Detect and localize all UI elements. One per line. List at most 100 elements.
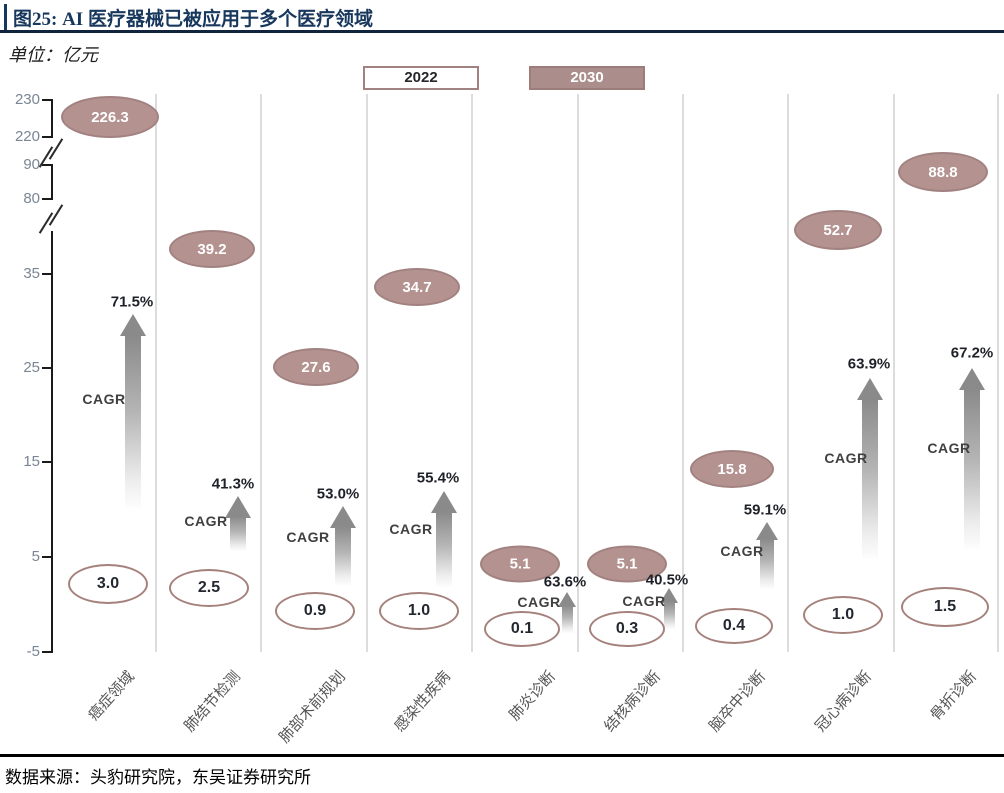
gridline <box>893 94 895 652</box>
cagr-label: CAGR <box>286 529 330 545</box>
cagr-label: CAGR <box>184 513 228 529</box>
legend-item-2022: 2022 <box>363 66 479 90</box>
value-2022-bubble: 2.5 <box>169 569 249 607</box>
category-label: 结核病诊断 <box>601 668 664 736</box>
cagr-arrow-shaft <box>335 526 351 585</box>
category-label: 肺结节检测 <box>181 668 244 736</box>
gridline <box>155 94 157 652</box>
cagr-arrow-icon <box>756 522 778 540</box>
value-2030: 39.2 <box>197 240 227 258</box>
cagr-arrow-shaft <box>562 605 573 633</box>
category-label: 肺部术前规划 <box>275 668 349 747</box>
cagr-arrow-shaft <box>760 538 774 589</box>
y-axis-label: 230 <box>14 91 40 108</box>
value-2022-bubble: 3.0 <box>68 564 148 604</box>
y-axis-tick <box>42 99 52 101</box>
value-2022-bubble: 1.0 <box>803 596 883 634</box>
y-axis-label: 25 <box>23 359 40 376</box>
value-2022: 2.5 <box>197 579 221 596</box>
value-2030-bubble: 15.8 <box>690 450 774 488</box>
value-2030: 52.7 <box>823 221 853 239</box>
value-2030: 5.1 <box>616 555 638 573</box>
value-2030: 34.7 <box>402 278 432 296</box>
y-axis-tick <box>42 136 52 138</box>
value-2030: 27.6 <box>301 358 331 376</box>
cagr-arrow-icon <box>225 496 251 518</box>
cagr-arrow-icon <box>558 592 576 607</box>
value-2030-bubble: 27.6 <box>273 348 359 386</box>
y-axis-label: 35 <box>23 265 40 282</box>
category-label: 肺炎诊断 <box>506 668 559 724</box>
figure-title: 图25: AI 医疗器械已被应用于多个医疗领域 <box>4 4 373 31</box>
cagr-arrow-icon <box>120 314 146 336</box>
gridline <box>682 94 684 652</box>
value-2022-bubble: 0.9 <box>275 592 355 630</box>
cagr-value: 63.9% <box>847 355 891 373</box>
cagr-value: 67.2% <box>950 344 994 362</box>
gridline <box>787 94 789 652</box>
y-axis-segment-mid <box>51 164 53 200</box>
value-2022: 0.3 <box>615 620 639 637</box>
category-label: 感染性疾病 <box>391 668 454 736</box>
cagr-label: CAGR <box>517 594 561 610</box>
y-axis-tick <box>42 198 52 200</box>
y-axis-segment-top <box>51 99 53 138</box>
unit-label: 单位：亿元 <box>8 45 98 65</box>
value-2030-bubble: 88.8 <box>898 152 988 192</box>
title-divider <box>0 30 1004 33</box>
value-2022-bubble: 0.3 <box>589 611 665 647</box>
cagr-label: CAGR <box>389 521 433 537</box>
gridline <box>366 94 368 652</box>
cagr-arrow-icon <box>330 506 356 528</box>
cagr-arrow-icon <box>857 378 883 400</box>
y-axis-tick <box>42 461 52 463</box>
gridline <box>997 94 999 652</box>
cagr-value: 63.6% <box>543 573 587 591</box>
value-2022: 1.5 <box>933 598 957 615</box>
cagr-arrow-icon <box>660 588 678 603</box>
value-2030-bubble: 52.7 <box>794 210 882 250</box>
cagr-value: 40.5% <box>645 571 689 589</box>
cagr-label: CAGR <box>720 543 764 559</box>
category-label: 癌症领域 <box>85 668 138 724</box>
value-2022-bubble: 1.5 <box>901 587 989 627</box>
value-2030: 226.3 <box>91 108 129 126</box>
y-axis-tick <box>42 273 52 275</box>
value-2022-bubble: 0.4 <box>695 608 773 644</box>
gridline <box>260 94 262 652</box>
cagr-arrow-icon <box>431 491 457 513</box>
value-2030-bubble: 34.7 <box>374 268 460 306</box>
value-2030: 88.8 <box>928 163 958 181</box>
y-axis-tick <box>42 556 52 558</box>
value-2030-bubble: 39.2 <box>169 230 255 268</box>
y-axis-segment-main <box>51 231 53 653</box>
y-axis-tick <box>42 651 52 653</box>
cagr-arrow-shaft <box>664 601 675 629</box>
value-2022-bubble: 1.0 <box>379 592 459 630</box>
cagr-arrow-shaft <box>436 511 452 587</box>
value-2022: 1.0 <box>407 602 431 619</box>
value-2030-bubble: 5.1 <box>480 545 560 583</box>
cagr-arrow-icon <box>959 368 985 390</box>
value-2022: 3.0 <box>96 575 120 592</box>
value-2030-bubble: 5.1 <box>587 545 667 583</box>
y-axis-label: 80 <box>23 190 40 207</box>
y-axis-label: 90 <box>23 156 40 173</box>
value-2022: 0.9 <box>303 602 327 619</box>
gridline <box>471 94 473 652</box>
y-axis-tick <box>42 367 52 369</box>
y-axis-label: 5 <box>31 548 40 565</box>
cagr-value: 71.5% <box>110 293 154 311</box>
gridline <box>577 94 579 652</box>
y-axis-label: 220 <box>14 128 40 145</box>
category-label: 脑卒中诊断 <box>706 668 769 736</box>
category-label: 冠心病诊断 <box>812 668 875 736</box>
cagr-value: 41.3% <box>211 475 255 493</box>
cagr-value: 53.0% <box>316 485 360 503</box>
value-2022-bubble: 0.1 <box>484 611 560 647</box>
y-axis-label: 15 <box>23 453 40 470</box>
cagr-label: CAGR <box>622 593 666 609</box>
cagr-arrow-shaft <box>125 334 141 508</box>
cagr-label: CAGR <box>82 391 126 407</box>
